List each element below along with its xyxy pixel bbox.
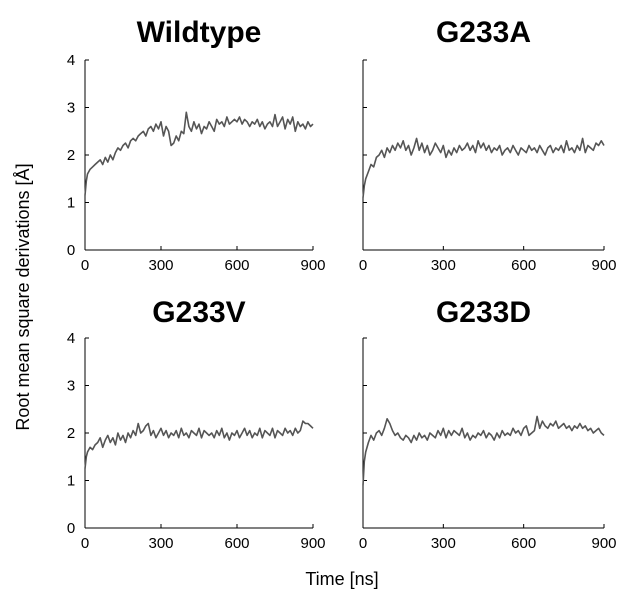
panel-g233a: G233A 0 300 600 900 <box>359 16 617 274</box>
x-tick-label: 0 <box>359 535 367 552</box>
rmsd-series-line <box>84 420 314 469</box>
y-tick-label: 2 <box>67 425 75 442</box>
y-tick-label: 4 <box>67 52 75 69</box>
y-tick-label: 2 <box>67 147 75 164</box>
x-tick-label: 900 <box>300 257 325 274</box>
x-axis-title: Time [ns] <box>305 569 378 589</box>
x-tick-label: 0 <box>359 257 367 274</box>
panel-g233d: G233D 0 300 600 900 <box>359 296 617 552</box>
x-tick-label: 300 <box>148 257 173 274</box>
y-tick-label: 1 <box>67 473 75 490</box>
x-tick-label: 900 <box>300 535 325 552</box>
panel-wildtype: Wildtype 0 1 2 3 4 0 300 600 900 <box>67 16 326 274</box>
rmsd-series-line <box>362 415 605 486</box>
x-tick-label: 300 <box>431 535 456 552</box>
panel-title: G233A <box>436 16 531 49</box>
panel-title: G233V <box>152 296 245 329</box>
panel-title: Wildtype <box>137 16 262 49</box>
x-tick-label: 600 <box>511 257 536 274</box>
x-tick-label: 0 <box>81 257 89 274</box>
x-tick-label: 600 <box>224 257 249 274</box>
panel-g233v: G233V 0 1 2 3 4 0 300 600 900 <box>67 296 326 552</box>
x-tick-label: 0 <box>81 535 89 552</box>
x-tick-label: 300 <box>148 535 173 552</box>
rmsd-series-line <box>84 111 314 196</box>
x-tick-label: 900 <box>591 257 616 274</box>
y-tick-label: 3 <box>67 378 75 395</box>
y-tick-label: 4 <box>67 330 75 347</box>
panel-title: G233D <box>436 296 531 329</box>
x-tick-label: 600 <box>511 535 536 552</box>
y-tick-label: 0 <box>67 520 75 537</box>
x-tick-label: 300 <box>431 257 456 274</box>
y-axis-title: Root mean square derivations [Å] <box>13 163 33 430</box>
y-tick-label: 3 <box>67 100 75 117</box>
y-tick-label: 1 <box>67 195 75 212</box>
x-tick-label: 600 <box>224 535 249 552</box>
rmsd-series-line <box>362 137 605 198</box>
x-tick-label: 900 <box>591 535 616 552</box>
y-tick-label: 0 <box>67 242 75 259</box>
